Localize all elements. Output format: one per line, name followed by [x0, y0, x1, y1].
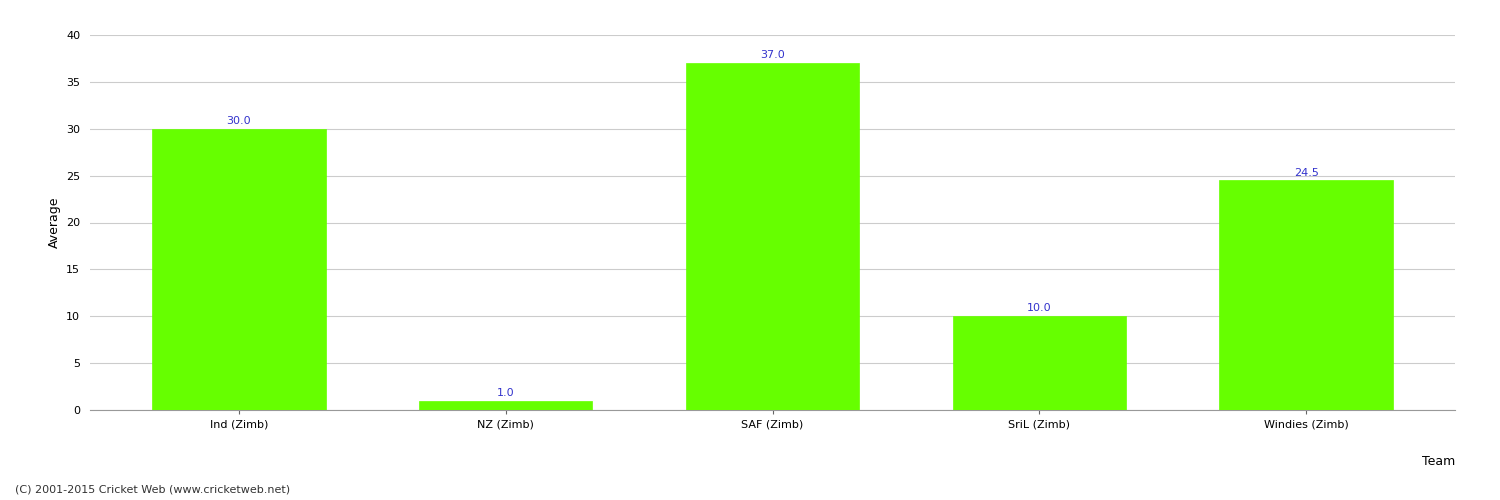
Bar — [952, 316, 1126, 410]
Y-axis label: Average: Average — [48, 196, 60, 248]
Bar — [419, 400, 592, 410]
Bar — [1220, 180, 1394, 410]
Text: (C) 2001-2015 Cricket Web (www.cricketweb.net): (C) 2001-2015 Cricket Web (www.cricketwe… — [15, 485, 290, 495]
Text: 37.0: 37.0 — [760, 50, 784, 60]
Bar — [686, 63, 859, 410]
Text: Team: Team — [1422, 455, 1455, 468]
Bar — [152, 128, 326, 410]
Text: 30.0: 30.0 — [226, 116, 251, 126]
Text: 1.0: 1.0 — [496, 388, 514, 398]
Text: 24.5: 24.5 — [1294, 168, 1318, 177]
Text: 10.0: 10.0 — [1028, 304, 1051, 314]
